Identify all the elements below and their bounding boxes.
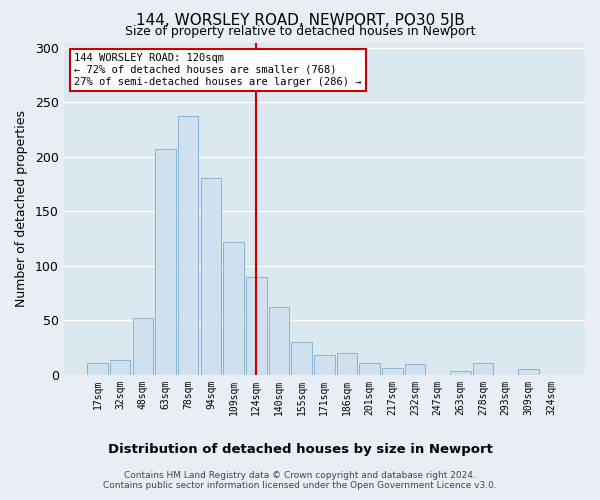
Text: Contains HM Land Registry data © Crown copyright and database right 2024.
Contai: Contains HM Land Registry data © Crown c…: [103, 470, 497, 490]
Bar: [337, 353, 357, 375]
Bar: [88, 363, 108, 375]
Bar: [155, 150, 176, 375]
Bar: [314, 356, 335, 375]
Bar: [246, 277, 266, 375]
Bar: [405, 364, 425, 375]
Bar: [269, 308, 289, 375]
Y-axis label: Number of detached properties: Number of detached properties: [15, 110, 28, 307]
Bar: [382, 368, 403, 375]
Text: 144, WORSLEY ROAD, NEWPORT, PO30 5JB: 144, WORSLEY ROAD, NEWPORT, PO30 5JB: [136, 12, 464, 28]
Bar: [359, 363, 380, 375]
Bar: [201, 178, 221, 375]
Bar: [223, 242, 244, 375]
Bar: [133, 318, 153, 375]
Text: 144 WORSLEY ROAD: 120sqm
← 72% of detached houses are smaller (768)
27% of semi-: 144 WORSLEY ROAD: 120sqm ← 72% of detach…: [74, 54, 362, 86]
Bar: [518, 370, 539, 375]
Bar: [473, 363, 493, 375]
Bar: [178, 116, 199, 375]
Bar: [450, 370, 470, 375]
Bar: [292, 342, 312, 375]
Bar: [110, 360, 130, 375]
Text: Distribution of detached houses by size in Newport: Distribution of detached houses by size …: [107, 442, 493, 456]
Text: Size of property relative to detached houses in Newport: Size of property relative to detached ho…: [125, 25, 475, 38]
